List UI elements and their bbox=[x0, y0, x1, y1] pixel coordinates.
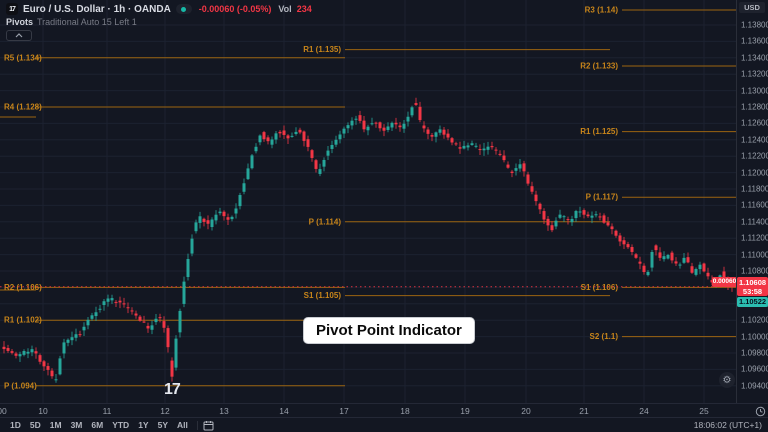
time-tick: 21 bbox=[579, 406, 589, 416]
date-range-buttons: 1D 5D 1M 3M 6M YTD 1Y 5Y All bbox=[6, 419, 192, 431]
time-tick: 24 bbox=[639, 406, 649, 416]
symbol-title[interactable]: Euro / U.S. Dollar · 1h · OANDA bbox=[23, 3, 171, 15]
range-button-1M[interactable]: 1M bbox=[49, 420, 62, 430]
time-tick: 10 bbox=[38, 406, 48, 416]
pivot-label: S2 (1.1) bbox=[590, 332, 619, 341]
indicator-params: Traditional Auto 15 Left 1 bbox=[37, 17, 137, 27]
pivot-label: P (1.114) bbox=[309, 217, 342, 226]
price-tick: 1.12200 bbox=[741, 151, 768, 161]
clock-icon[interactable] bbox=[755, 406, 766, 417]
bar-countdown: 53:58 bbox=[742, 286, 763, 296]
time-tick: 25 bbox=[699, 406, 709, 416]
indicator-legend-row[interactable]: Pivots Traditional Auto 15 Left 1 bbox=[6, 17, 312, 27]
currency-label[interactable]: USD bbox=[739, 2, 765, 13]
chevron-up-icon bbox=[15, 33, 23, 38]
time-tick: 13 bbox=[219, 406, 229, 416]
secondary-price-badge: 1.10522 bbox=[737, 296, 768, 307]
last-price-badge: 1.10608 53:58 bbox=[737, 277, 768, 297]
time-tick: 11 bbox=[102, 406, 112, 416]
time-tick: 17 bbox=[339, 406, 349, 416]
change-value: -0.00060 (-0.05%) bbox=[198, 4, 272, 14]
price-tick: 1.12400 bbox=[741, 135, 768, 145]
pivot-label: R4 (1.128) bbox=[4, 103, 42, 112]
last-price-value: 1.10608 bbox=[738, 277, 767, 287]
pivot-label: R3 (1.14) bbox=[585, 6, 619, 15]
time-tick: 00 bbox=[0, 406, 7, 416]
price-tick: 1.13000 bbox=[741, 86, 768, 96]
chart-settings-button[interactable]: ⚙ bbox=[719, 372, 735, 388]
price-tick: 1.09800 bbox=[741, 348, 768, 358]
market-status-pill[interactable] bbox=[175, 4, 192, 14]
range-button-All[interactable]: All bbox=[177, 420, 188, 430]
price-tick: 1.13200 bbox=[741, 69, 768, 79]
price-tick: 1.11200 bbox=[741, 233, 768, 243]
pivot-label: R2 (1.106) bbox=[4, 283, 42, 292]
price-tick: 1.09400 bbox=[741, 381, 768, 391]
legend-collapse-button[interactable] bbox=[6, 30, 32, 41]
indicator-name: Pivots bbox=[6, 17, 34, 27]
pivot-label: R1 (1.135) bbox=[303, 45, 341, 54]
price-tick: 1.10000 bbox=[741, 332, 768, 342]
price-tick: 1.11600 bbox=[741, 200, 768, 210]
pivot-label: S1 (1.106) bbox=[581, 283, 619, 292]
price-tick: 1.09600 bbox=[741, 364, 768, 374]
pivot-label: P (1.094) bbox=[4, 381, 37, 390]
volume-value: 234 bbox=[296, 4, 312, 14]
go-to-date-calendar-icon[interactable] bbox=[203, 420, 214, 431]
time-tick: 12 bbox=[160, 406, 170, 416]
gear-icon: ⚙ bbox=[722, 374, 732, 386]
price-tick: 1.10800 bbox=[741, 266, 768, 276]
time-tick: 14 bbox=[279, 406, 289, 416]
range-button-YTD[interactable]: YTD bbox=[112, 420, 130, 430]
time-tick: 19 bbox=[460, 406, 470, 416]
time-tick: 18 bbox=[400, 406, 410, 416]
pivot-lines[interactable]: R5 (1.134) R4 (1.128) R2 (1.106) R1 (1.102)… bbox=[0, 6, 737, 391]
price-axis[interactable]: USD 1.10608 53:58 1.10522 1.13800 1.13600… bbox=[737, 0, 768, 403]
price-tick: 1.11400 bbox=[741, 217, 768, 227]
range-button-6M[interactable]: 6M bbox=[91, 420, 104, 430]
pivot-label: R1 (1.125) bbox=[580, 127, 618, 136]
tradingview-logo-icon: 17 bbox=[6, 3, 18, 15]
tradingview-watermark: 17 bbox=[164, 381, 181, 398]
price-line-label: 0.00060 bbox=[712, 276, 737, 287]
chart-canvas[interactable]: R5 (1.134) R4 (1.128) R2 (1.106) R1 (1.102)… bbox=[0, 0, 737, 403]
price-tick: 1.10200 bbox=[741, 315, 768, 325]
time-axis[interactable]: 00 10 11 12 13 14 17 18 19 20 21 24 25 bbox=[0, 403, 768, 417]
price-tick: 1.11800 bbox=[741, 184, 768, 194]
pivot-label: R1 (1.102) bbox=[4, 316, 42, 325]
price-tick: 1.11000 bbox=[741, 250, 768, 260]
range-button-3M[interactable]: 3M bbox=[70, 420, 83, 430]
price-tick: 1.13600 bbox=[741, 36, 768, 46]
candles bbox=[2, 97, 734, 383]
pivot-label: R5 (1.134) bbox=[4, 53, 42, 62]
annotation-label[interactable]: Pivot Point Indicator bbox=[303, 317, 475, 344]
range-button-5Y[interactable]: 5Y bbox=[157, 420, 168, 430]
price-tick: 1.12800 bbox=[741, 102, 768, 112]
pivot-label: P (1.117) bbox=[586, 193, 619, 202]
price-tick: 1.13800 bbox=[741, 20, 768, 30]
clock-timezone-button[interactable]: 18:06:02 (UTC+1) bbox=[693, 420, 762, 430]
market-open-dot-icon bbox=[181, 6, 187, 12]
price-tick: 1.12000 bbox=[741, 168, 768, 178]
time-tick: 20 bbox=[521, 406, 531, 416]
bottom-toolbar: 1D 5D 1M 3M 6M YTD 1Y 5Y All 18:06:02 (UTC+1) bbox=[0, 417, 768, 432]
legend: 17 Euro / U.S. Dollar · 1h · OANDA -0.00… bbox=[6, 3, 312, 41]
toolbar-divider bbox=[196, 420, 198, 430]
price-tick: 1.13400 bbox=[741, 53, 768, 63]
range-button-1Y[interactable]: 1Y bbox=[138, 420, 149, 430]
range-button-1D[interactable]: 1D bbox=[10, 420, 21, 430]
range-button-5D[interactable]: 5D bbox=[29, 420, 41, 430]
candlestick-chart[interactable]: R5 (1.134) R4 (1.128) R2 (1.106) R1 (1.102)… bbox=[0, 0, 737, 403]
pivot-label: R2 (1.133) bbox=[580, 62, 618, 71]
volume-label: Vol bbox=[278, 4, 292, 14]
price-tick: 1.12600 bbox=[741, 118, 768, 128]
pivot-label: S1 (1.105) bbox=[304, 291, 342, 300]
